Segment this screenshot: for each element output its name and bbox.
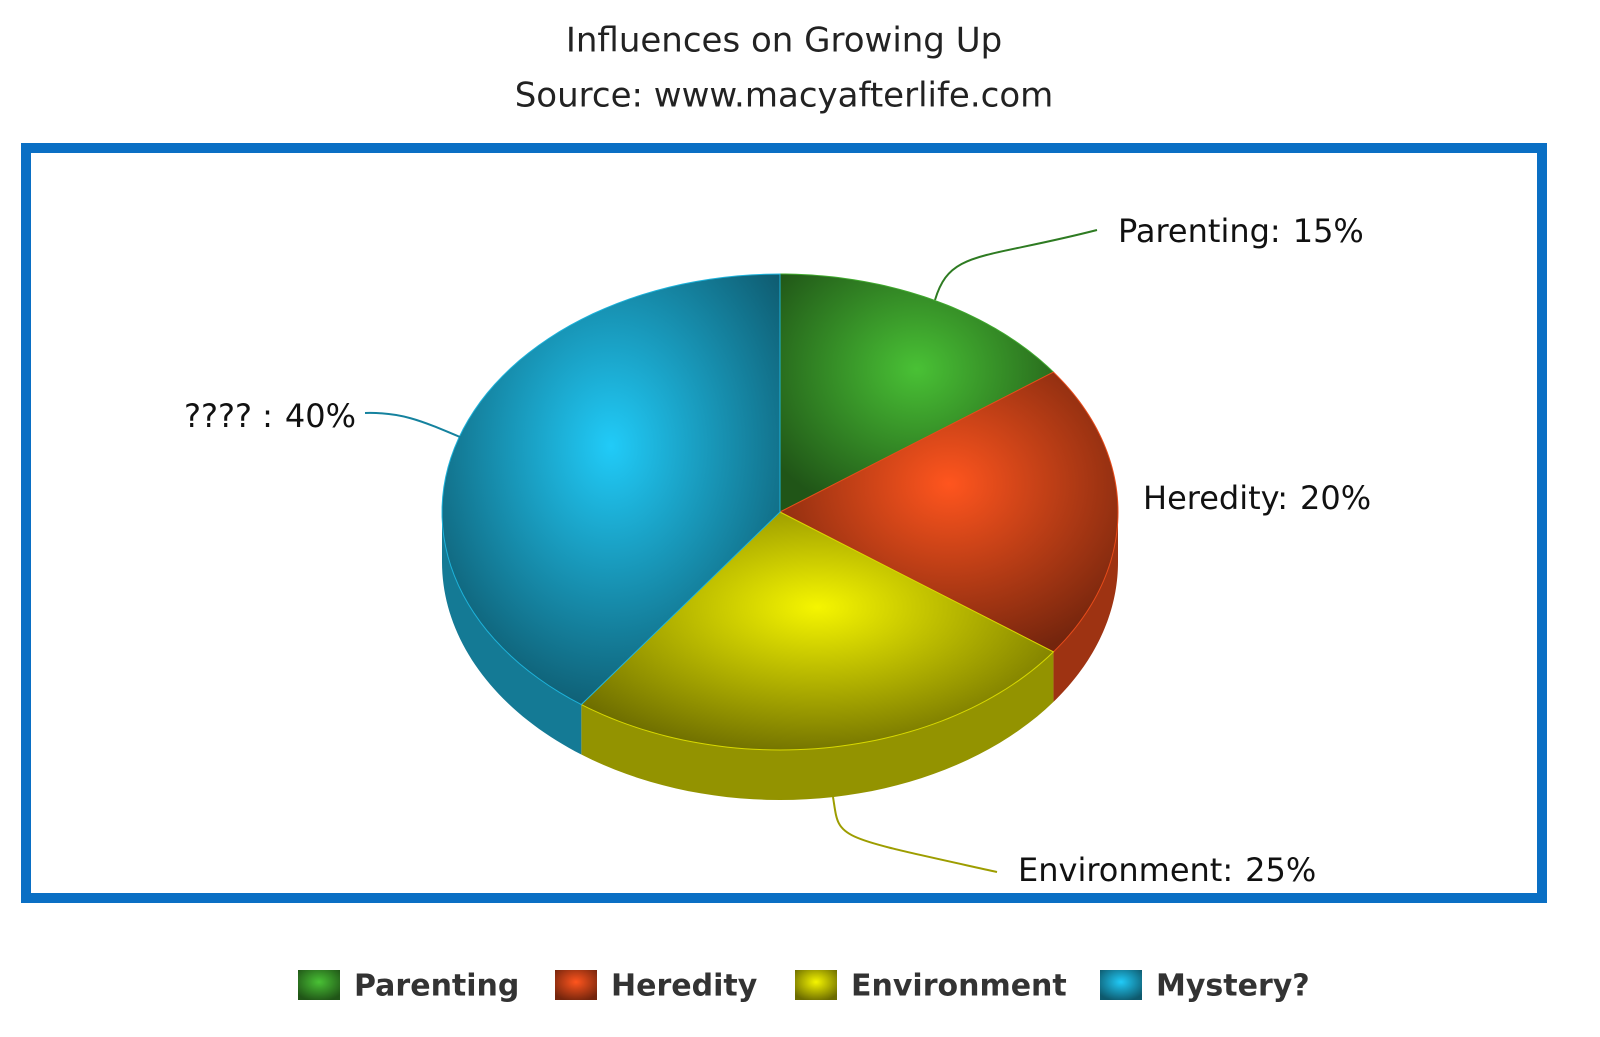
legend-label: Heredity [611,969,758,1004]
slice-label-value: 20% [1300,479,1371,517]
slice-label-value: 25% [1245,851,1316,889]
slice-label-name: Environment: [1018,851,1233,889]
legend-swatch [795,970,837,1000]
chart-subtitle: Source: www.macyafterlife.com [515,76,1054,116]
pie-slice [441,273,781,706]
legend-label: Mystery? [1156,969,1310,1004]
slice-side [581,651,1054,800]
slice-side [442,512,582,755]
chart-title: Influences on Growing Up [566,21,1002,61]
legend-swatch [555,970,597,1000]
slice-label: Parenting: 15% [1118,212,1364,250]
slice-label-name: Parenting: [1118,212,1281,250]
slice-side [1053,512,1118,702]
legend-label: Parenting [354,969,519,1004]
slice-label: ???? : 40% [184,397,356,435]
pie-slice [580,511,1055,751]
pie-slice [778,371,1119,653]
slice-label-name: Heredity: [1143,479,1288,517]
slice-label: Heredity: 20% [1143,479,1371,517]
leader-line [832,796,998,873]
slice-label-value: 15% [1293,212,1364,250]
leader-line [364,411,461,438]
legend-label: Environment [851,969,1067,1004]
pie-slice [779,273,1055,513]
leader-line [934,229,1098,301]
slice-label-value: 40% [285,397,356,435]
legend-swatch [298,970,340,1000]
slice-label: Environment: 25% [1018,851,1316,889]
slice-label-name: ???? : [184,397,273,435]
plot-frame [21,143,1547,903]
legend-swatch [1100,970,1142,1000]
